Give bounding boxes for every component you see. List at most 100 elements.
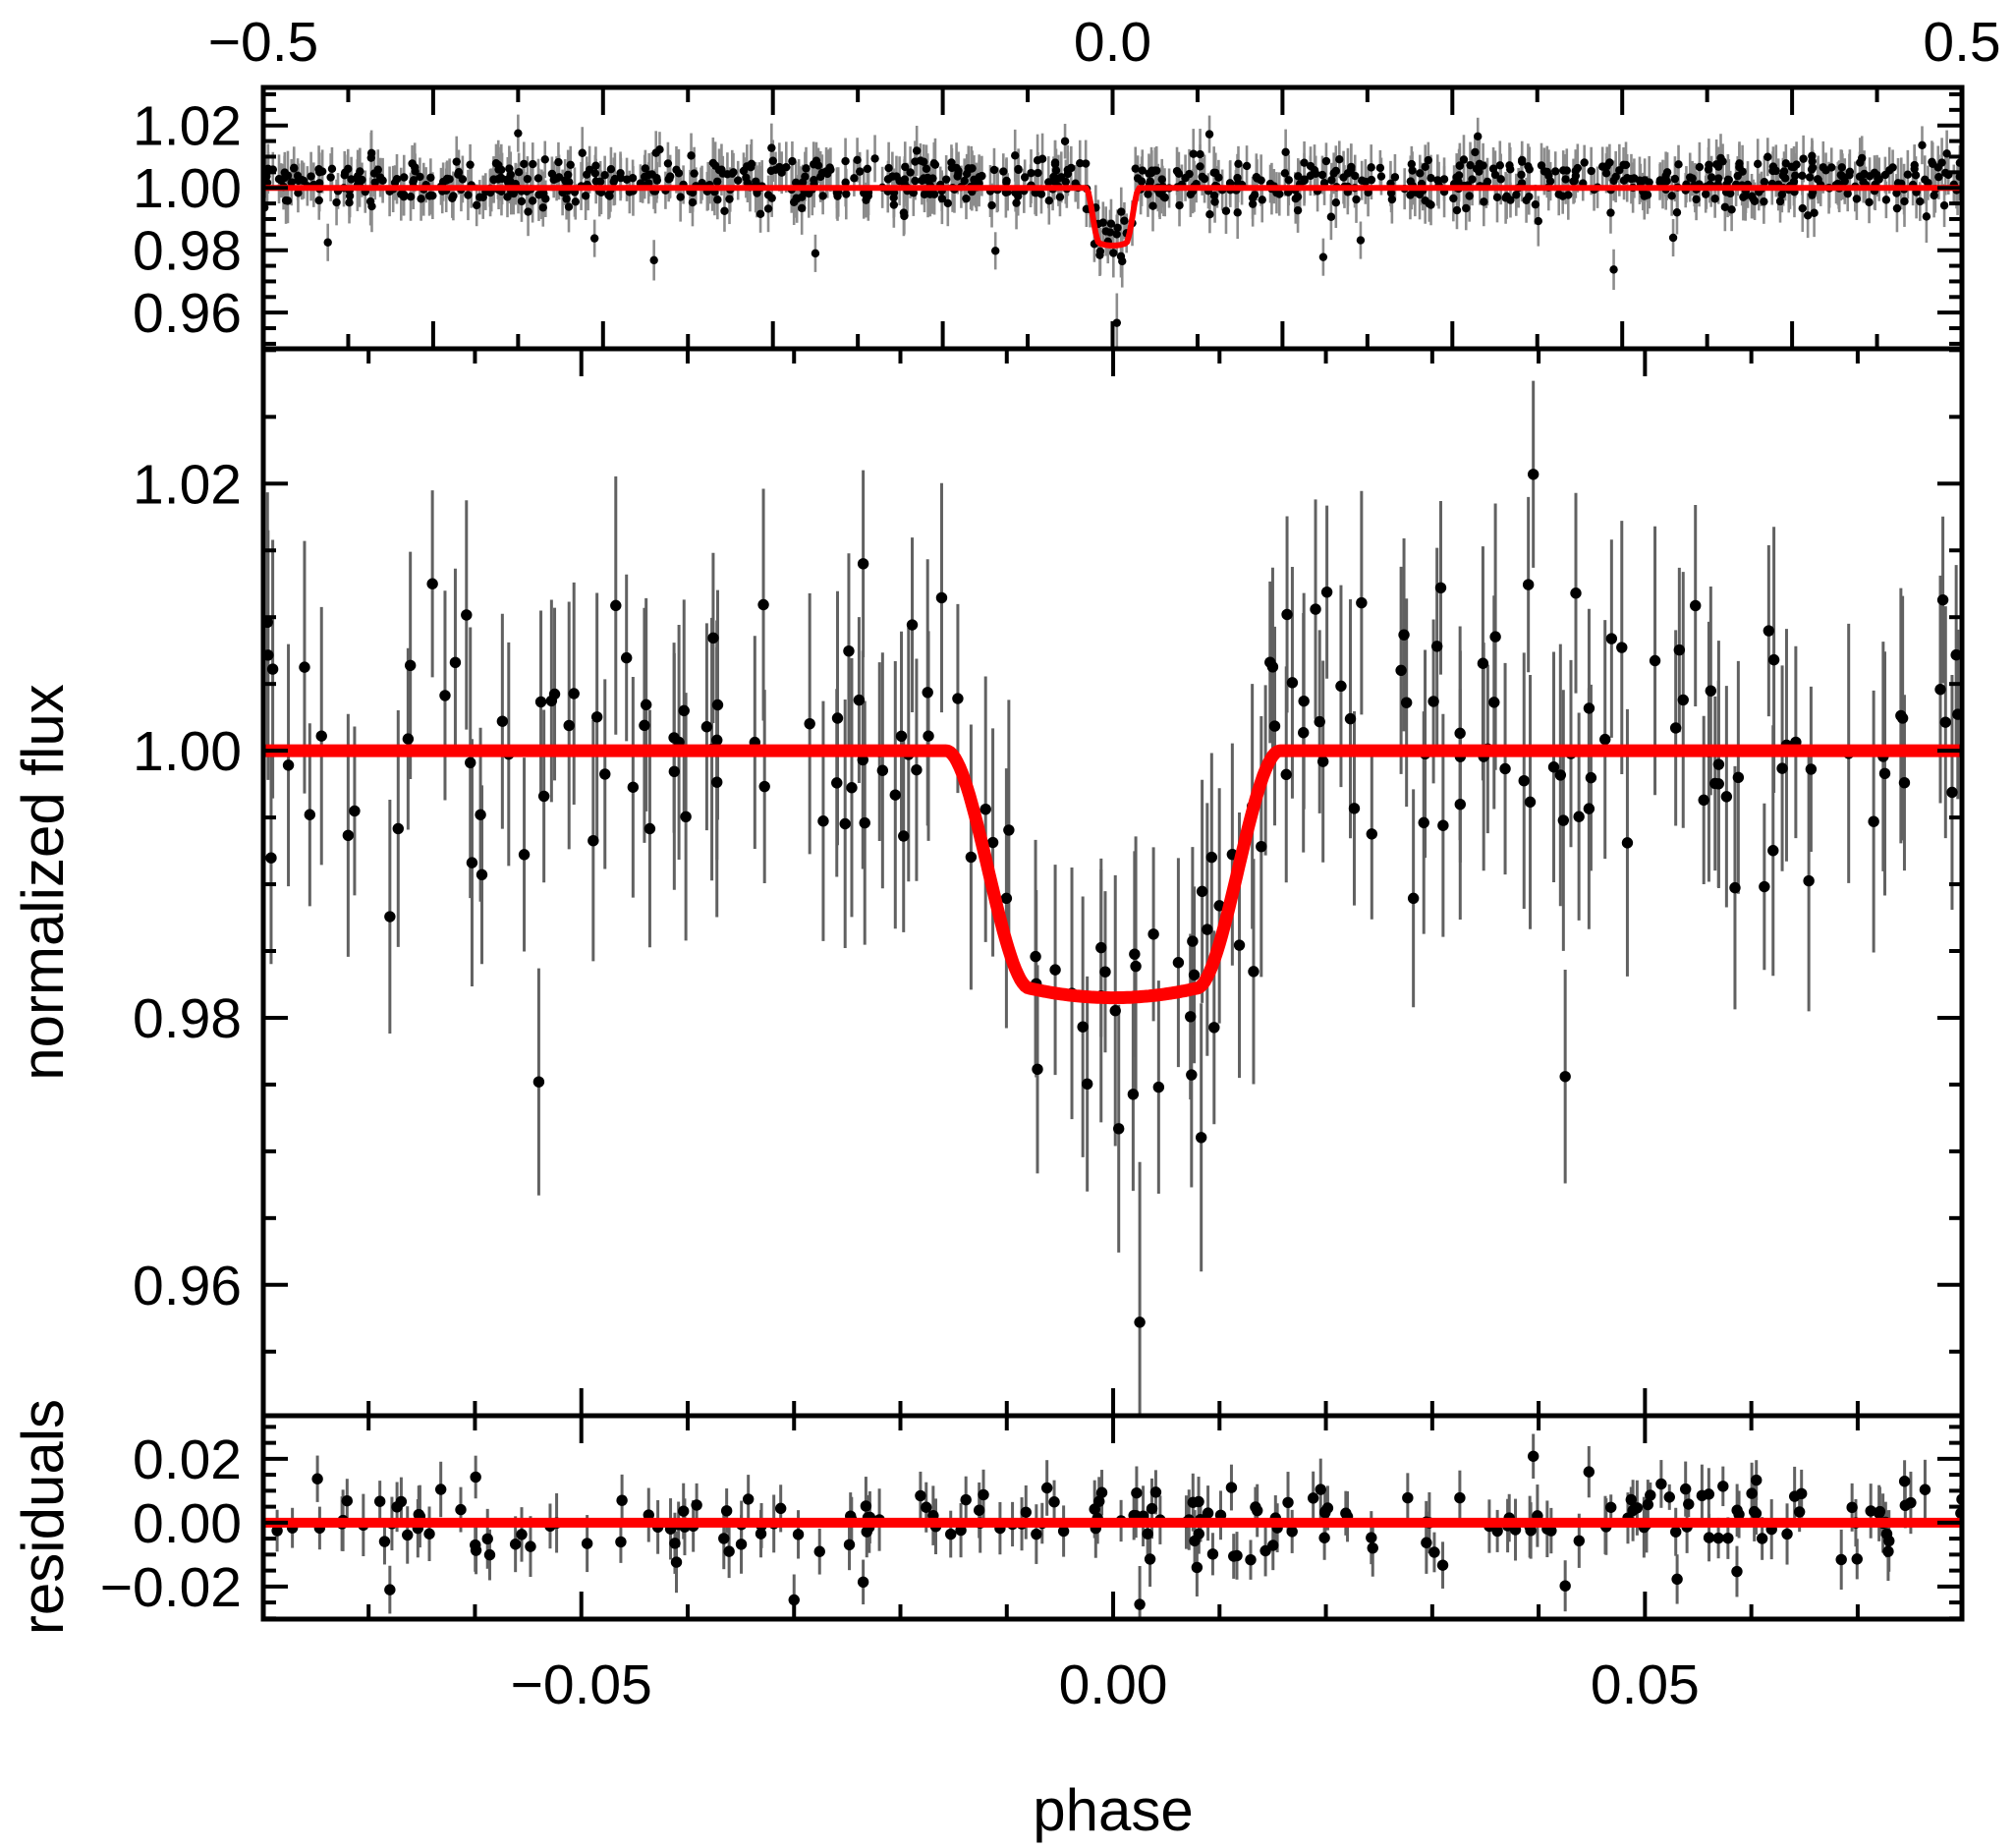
data-point (1195, 1132, 1207, 1144)
data-point (1204, 130, 1214, 139)
data-point (370, 178, 379, 187)
data-point (1248, 966, 1259, 978)
data-point (1524, 796, 1537, 809)
model-fit-line (263, 185, 1962, 249)
data-point (461, 609, 473, 621)
data-point (1490, 170, 1500, 180)
data-point (518, 849, 531, 861)
data-point (537, 790, 550, 803)
data-point (1488, 697, 1500, 708)
data-point (1883, 1535, 1895, 1547)
data-point (1095, 251, 1104, 259)
data-point (315, 730, 327, 742)
data-point (1395, 664, 1407, 677)
data-point (1335, 154, 1344, 164)
data-point (774, 1502, 787, 1515)
data-point (1559, 166, 1568, 175)
data-point (802, 164, 811, 173)
data-point (1670, 1526, 1682, 1538)
data-point (290, 164, 299, 173)
data-point (514, 129, 523, 138)
data-point (850, 174, 859, 183)
data-point (406, 193, 416, 201)
data-point (265, 852, 277, 864)
data-point (1196, 885, 1208, 898)
data-point (947, 158, 956, 167)
data-point (481, 1533, 493, 1545)
data-point (859, 816, 870, 829)
data-point (408, 159, 417, 168)
data-point (283, 171, 293, 180)
data-point (1512, 191, 1521, 199)
data-point (1027, 168, 1035, 178)
data-point (416, 172, 424, 182)
data-point (1845, 167, 1855, 177)
data-point (876, 764, 889, 776)
data-point (534, 696, 547, 708)
data-point (1731, 1504, 1743, 1516)
data-point (930, 160, 940, 169)
data-point (1031, 1528, 1042, 1540)
y-tick-label: 1.02 (133, 95, 242, 158)
data-point (1496, 175, 1505, 184)
data-point (1585, 771, 1597, 784)
data-point (464, 191, 473, 199)
data-point (1873, 170, 1881, 180)
data-point (1642, 1498, 1654, 1511)
data-point (470, 1471, 481, 1484)
data-point (1127, 1089, 1140, 1100)
x-tick-label: 0.5 (1923, 11, 2000, 74)
data-point (1175, 200, 1184, 210)
data-point (1727, 205, 1736, 214)
data-point (314, 196, 323, 205)
data-point (1050, 158, 1060, 167)
data-point (1390, 173, 1400, 182)
data-point (1034, 168, 1042, 178)
data-point (952, 693, 964, 704)
data-point (1898, 1476, 1911, 1487)
data-point (1185, 169, 1194, 179)
data-point (1645, 1489, 1656, 1501)
data-layer (263, 380, 1962, 1416)
data-point (1939, 716, 1951, 728)
data-point (1077, 1021, 1089, 1033)
data-point (1551, 167, 1560, 176)
data-point (1315, 1484, 1326, 1495)
data-point (1298, 727, 1310, 739)
data-point (1466, 160, 1475, 170)
data-point (1836, 170, 1845, 180)
data-point (1767, 653, 1780, 666)
x-tick-label: −0.5 (208, 11, 319, 74)
data-point (755, 1528, 767, 1540)
data-point (1525, 192, 1534, 201)
data-point (792, 195, 802, 203)
data-point (1202, 924, 1213, 935)
data-point (1930, 191, 1938, 200)
data-point (1317, 170, 1327, 180)
data-point (1245, 1553, 1257, 1566)
data-point (791, 178, 801, 188)
data-point (922, 164, 931, 173)
data-point (287, 178, 296, 187)
data-point (392, 175, 402, 184)
data-point (1720, 202, 1730, 211)
data-point (1474, 132, 1483, 141)
data-point (1187, 935, 1199, 947)
data-point (1489, 631, 1501, 643)
data-point (788, 156, 797, 166)
data-point (1690, 599, 1702, 612)
data-point (1619, 160, 1628, 169)
data-point (1106, 219, 1116, 228)
data-point (1937, 158, 1946, 167)
data-point (304, 809, 316, 820)
data-point (465, 756, 476, 769)
data-point (1020, 173, 1030, 182)
data-point (1310, 603, 1321, 615)
data-point (1055, 193, 1065, 201)
data-point (400, 173, 409, 182)
data-point (1763, 625, 1775, 637)
data-point (1202, 1507, 1214, 1519)
data-point (1903, 170, 1913, 179)
data-point (1882, 1545, 1894, 1557)
